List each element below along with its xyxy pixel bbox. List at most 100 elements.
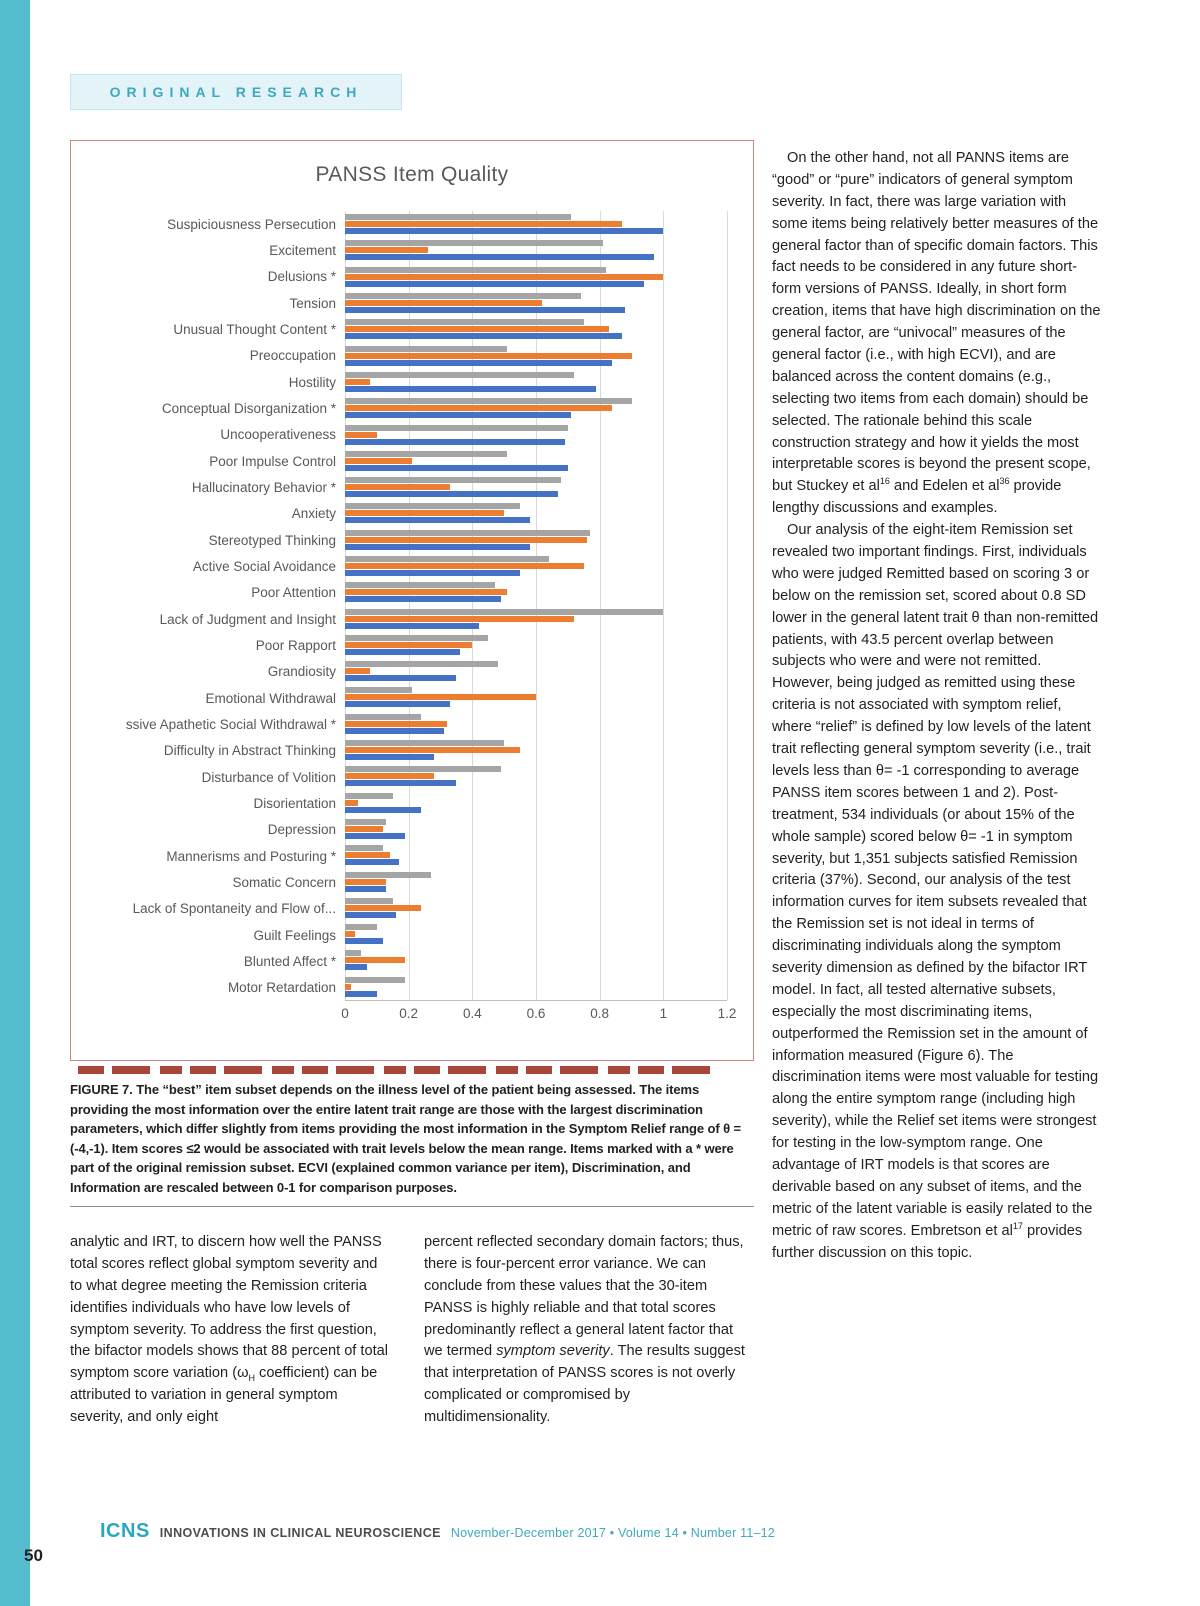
bar-blue	[345, 701, 451, 708]
chart-category-label: Difficulty in Abstract Thinking	[163, 743, 336, 759]
chart-row	[345, 211, 727, 237]
bar-orange	[345, 852, 390, 859]
x-tick-label: 1.2	[717, 1006, 737, 1021]
bar-orange	[345, 563, 584, 569]
bar-blue	[345, 675, 457, 682]
bar-orange	[345, 720, 447, 727]
bar-gray	[345, 345, 508, 352]
x-tick-label: 0.4	[462, 1006, 482, 1021]
gridline	[345, 211, 346, 1000]
bar-blue	[345, 990, 377, 997]
chart-row	[345, 448, 727, 474]
bar-orange	[345, 615, 575, 622]
chart-category-label: Motor Retardation	[227, 980, 336, 996]
chart-category-label: ssive Apathetic Social Withdrawal *	[125, 716, 336, 732]
chart-row	[345, 711, 727, 737]
gridline	[408, 211, 410, 1000]
bar-orange	[345, 747, 521, 754]
bar-orange	[345, 221, 622, 228]
text-segment: 16	[879, 476, 890, 487]
text-segment: . The results suggest that interpretatio…	[424, 1343, 745, 1426]
chart-row	[345, 237, 727, 263]
bar-gray	[345, 214, 572, 221]
bar-blue	[345, 648, 460, 655]
bar-blue	[345, 543, 530, 550]
bar-blue	[345, 754, 435, 761]
bar-orange	[345, 589, 508, 596]
chart-row	[345, 658, 727, 684]
chart-row	[345, 395, 727, 421]
bar-orange	[345, 510, 505, 517]
bar-orange	[345, 300, 543, 307]
section-kicker: ORIGINAL RESEARCH	[70, 74, 402, 110]
chart-row	[345, 684, 727, 710]
bar-blue	[345, 806, 422, 813]
chart-category-label: Anxiety	[291, 506, 336, 522]
chart-category-label: Excitement	[269, 242, 336, 258]
chart-category-label: Preoccupation	[249, 348, 336, 364]
bar-gray	[345, 661, 498, 668]
x-tick-label: 0.8	[590, 1006, 610, 1021]
bar-orange	[345, 457, 412, 464]
chart-category-label: Blunted Affect *	[243, 953, 336, 969]
bar-orange	[345, 352, 632, 359]
bar-orange	[345, 983, 352, 990]
figure-caption-text: The “best” item subset depends on the il…	[70, 1082, 742, 1195]
bar-blue	[345, 780, 457, 787]
text-segment: coefficient) can be attributed to variat…	[70, 1365, 378, 1426]
bar-blue	[345, 570, 521, 576]
chart-row	[345, 737, 727, 763]
bar-gray	[345, 293, 581, 300]
chart-row	[345, 921, 727, 947]
bar-blue	[345, 464, 568, 471]
text-segment: 17	[1012, 1220, 1023, 1231]
bar-gray	[345, 266, 607, 273]
text-segment: symptom severity	[496, 1343, 610, 1360]
bar-orange	[345, 378, 371, 385]
text-segment: 36	[999, 476, 1010, 487]
chart-row	[345, 527, 727, 553]
bar-gray	[345, 818, 387, 825]
bar-gray	[345, 740, 505, 747]
bar-blue	[345, 412, 572, 419]
text-segment: provides further discussion on this topi…	[772, 1222, 1083, 1261]
chart-row	[345, 474, 727, 500]
bar-gray	[345, 450, 508, 457]
bar-orange	[345, 878, 387, 885]
bar-blue	[345, 333, 622, 340]
bar-blue	[345, 964, 368, 971]
bar-blue	[345, 517, 530, 524]
bar-gray	[345, 792, 393, 799]
text-segment: Our analysis of the eight-item Remission…	[772, 522, 1099, 1239]
bar-blue	[345, 228, 664, 235]
gridline	[727, 211, 728, 1000]
bar-gray	[345, 319, 584, 326]
issue-info: November-December 2017 • Volume 14 • Num…	[450, 1526, 775, 1540]
chart-category-label: Poor Impulse Control	[209, 453, 336, 469]
chart-row	[345, 369, 727, 395]
bar-gray	[345, 608, 664, 615]
journal-logo: ICNS	[100, 1520, 150, 1542]
bar-blue	[345, 491, 559, 498]
bar-blue	[345, 727, 444, 734]
bar-gray	[345, 240, 603, 247]
chart-category-label: Lack of Judgment and Insight	[159, 611, 336, 627]
chart-category-label: Conceptual Disorganization *	[161, 400, 336, 416]
bar-orange	[345, 694, 536, 701]
chart-category-label: Uncooperativeness	[220, 427, 336, 443]
chart-category-label: Somatic Concern	[232, 874, 336, 890]
bar-orange	[345, 668, 371, 675]
x-tick-label: 1	[659, 1006, 668, 1021]
chart-plot-area	[345, 211, 728, 1001]
bar-blue	[345, 359, 613, 366]
x-tick-label: 0.6	[526, 1006, 546, 1021]
bar-blue	[345, 622, 479, 629]
chart-category-label: Tension	[289, 295, 336, 311]
text-segment: percent reflected secondary domain facto…	[424, 1234, 744, 1360]
chart-category-label: Delusions *	[267, 269, 336, 285]
chart-row	[345, 553, 727, 579]
bar-gray	[345, 897, 393, 904]
chart-row	[345, 290, 727, 316]
bar-gray	[345, 871, 431, 878]
chart-category-label: Disorientation	[253, 795, 336, 811]
